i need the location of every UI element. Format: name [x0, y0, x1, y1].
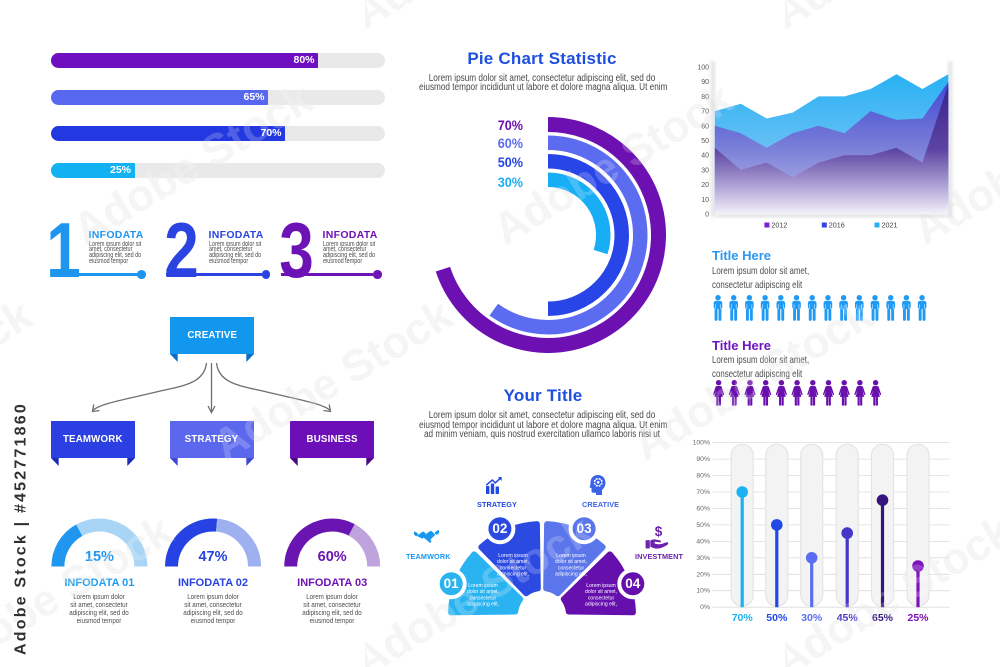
svg-text:10%: 10% — [696, 588, 710, 595]
svg-text:2012: 2012 — [771, 221, 787, 230]
svg-text:adipiscing elit,: adipiscing elit, — [497, 572, 529, 578]
svg-text:01: 01 — [443, 576, 459, 591]
svg-text:50: 50 — [701, 138, 709, 145]
svg-text:10: 10 — [701, 197, 709, 204]
svg-text:20: 20 — [701, 182, 709, 189]
svg-text:consectetur: consectetur — [588, 596, 615, 602]
svg-text:04: 04 — [625, 576, 641, 591]
svg-text:0: 0 — [705, 212, 709, 219]
svg-text:adipiscing elit,: adipiscing elit, — [467, 602, 499, 608]
svg-text:0%: 0% — [700, 604, 710, 611]
svg-text:2016: 2016 — [829, 221, 845, 230]
svg-text:adipiscing elit,: adipiscing elit, — [585, 602, 617, 608]
svg-text:30%: 30% — [801, 612, 823, 624]
svg-text:consectetur: consectetur — [558, 566, 585, 572]
svg-text:100: 100 — [697, 65, 709, 72]
svg-text:80: 80 — [701, 94, 709, 101]
svg-text:adipiscing elit,: adipiscing elit, — [555, 572, 587, 578]
svg-text:40: 40 — [701, 153, 709, 160]
svg-text:30%: 30% — [696, 555, 710, 562]
svg-text:47%: 47% — [198, 549, 227, 565]
svg-text:dolor sit amet,: dolor sit amet, — [555, 559, 587, 565]
svg-text:consectetur: consectetur — [470, 596, 497, 602]
svg-text:50%: 50% — [696, 522, 710, 529]
svg-text:Lorem ipsum: Lorem ipsum — [556, 553, 585, 559]
svg-text:70%: 70% — [732, 612, 754, 624]
svg-text:02: 02 — [492, 521, 507, 536]
svg-text:20%: 20% — [696, 571, 710, 578]
svg-text:90%: 90% — [696, 456, 710, 463]
svg-text:dolor sit amet,: dolor sit amet, — [497, 559, 529, 565]
svg-text:40%: 40% — [696, 538, 710, 545]
svg-text:100%: 100% — [693, 440, 710, 447]
svg-text:50%: 50% — [766, 612, 788, 624]
svg-text:15%: 15% — [85, 549, 114, 565]
svg-text:Lorem ipsum: Lorem ipsum — [498, 553, 527, 559]
svg-text:70%: 70% — [696, 489, 710, 496]
svg-text:dolor sit amet,: dolor sit amet, — [585, 589, 617, 595]
svg-text:Lorem ipsum: Lorem ipsum — [468, 583, 497, 589]
svg-text:30: 30 — [701, 167, 709, 174]
svg-text:60%: 60% — [318, 549, 347, 565]
svg-text:03: 03 — [576, 521, 592, 536]
svg-text:70: 70 — [701, 109, 709, 116]
svg-text:2021: 2021 — [882, 221, 898, 230]
svg-text:Lorem ipsum: Lorem ipsum — [586, 583, 615, 589]
svg-text:45%: 45% — [837, 612, 859, 624]
svg-text:dolor sit amet,: dolor sit amet, — [467, 589, 499, 595]
svg-text:$: $ — [655, 524, 663, 539]
svg-text:80%: 80% — [696, 473, 710, 480]
svg-text:60: 60 — [701, 123, 709, 130]
svg-text:60%: 60% — [696, 505, 710, 512]
svg-text:consectetur: consectetur — [500, 566, 527, 572]
svg-text:65%: 65% — [872, 612, 894, 624]
svg-text:25%: 25% — [907, 612, 929, 624]
svg-text:90: 90 — [701, 79, 709, 86]
